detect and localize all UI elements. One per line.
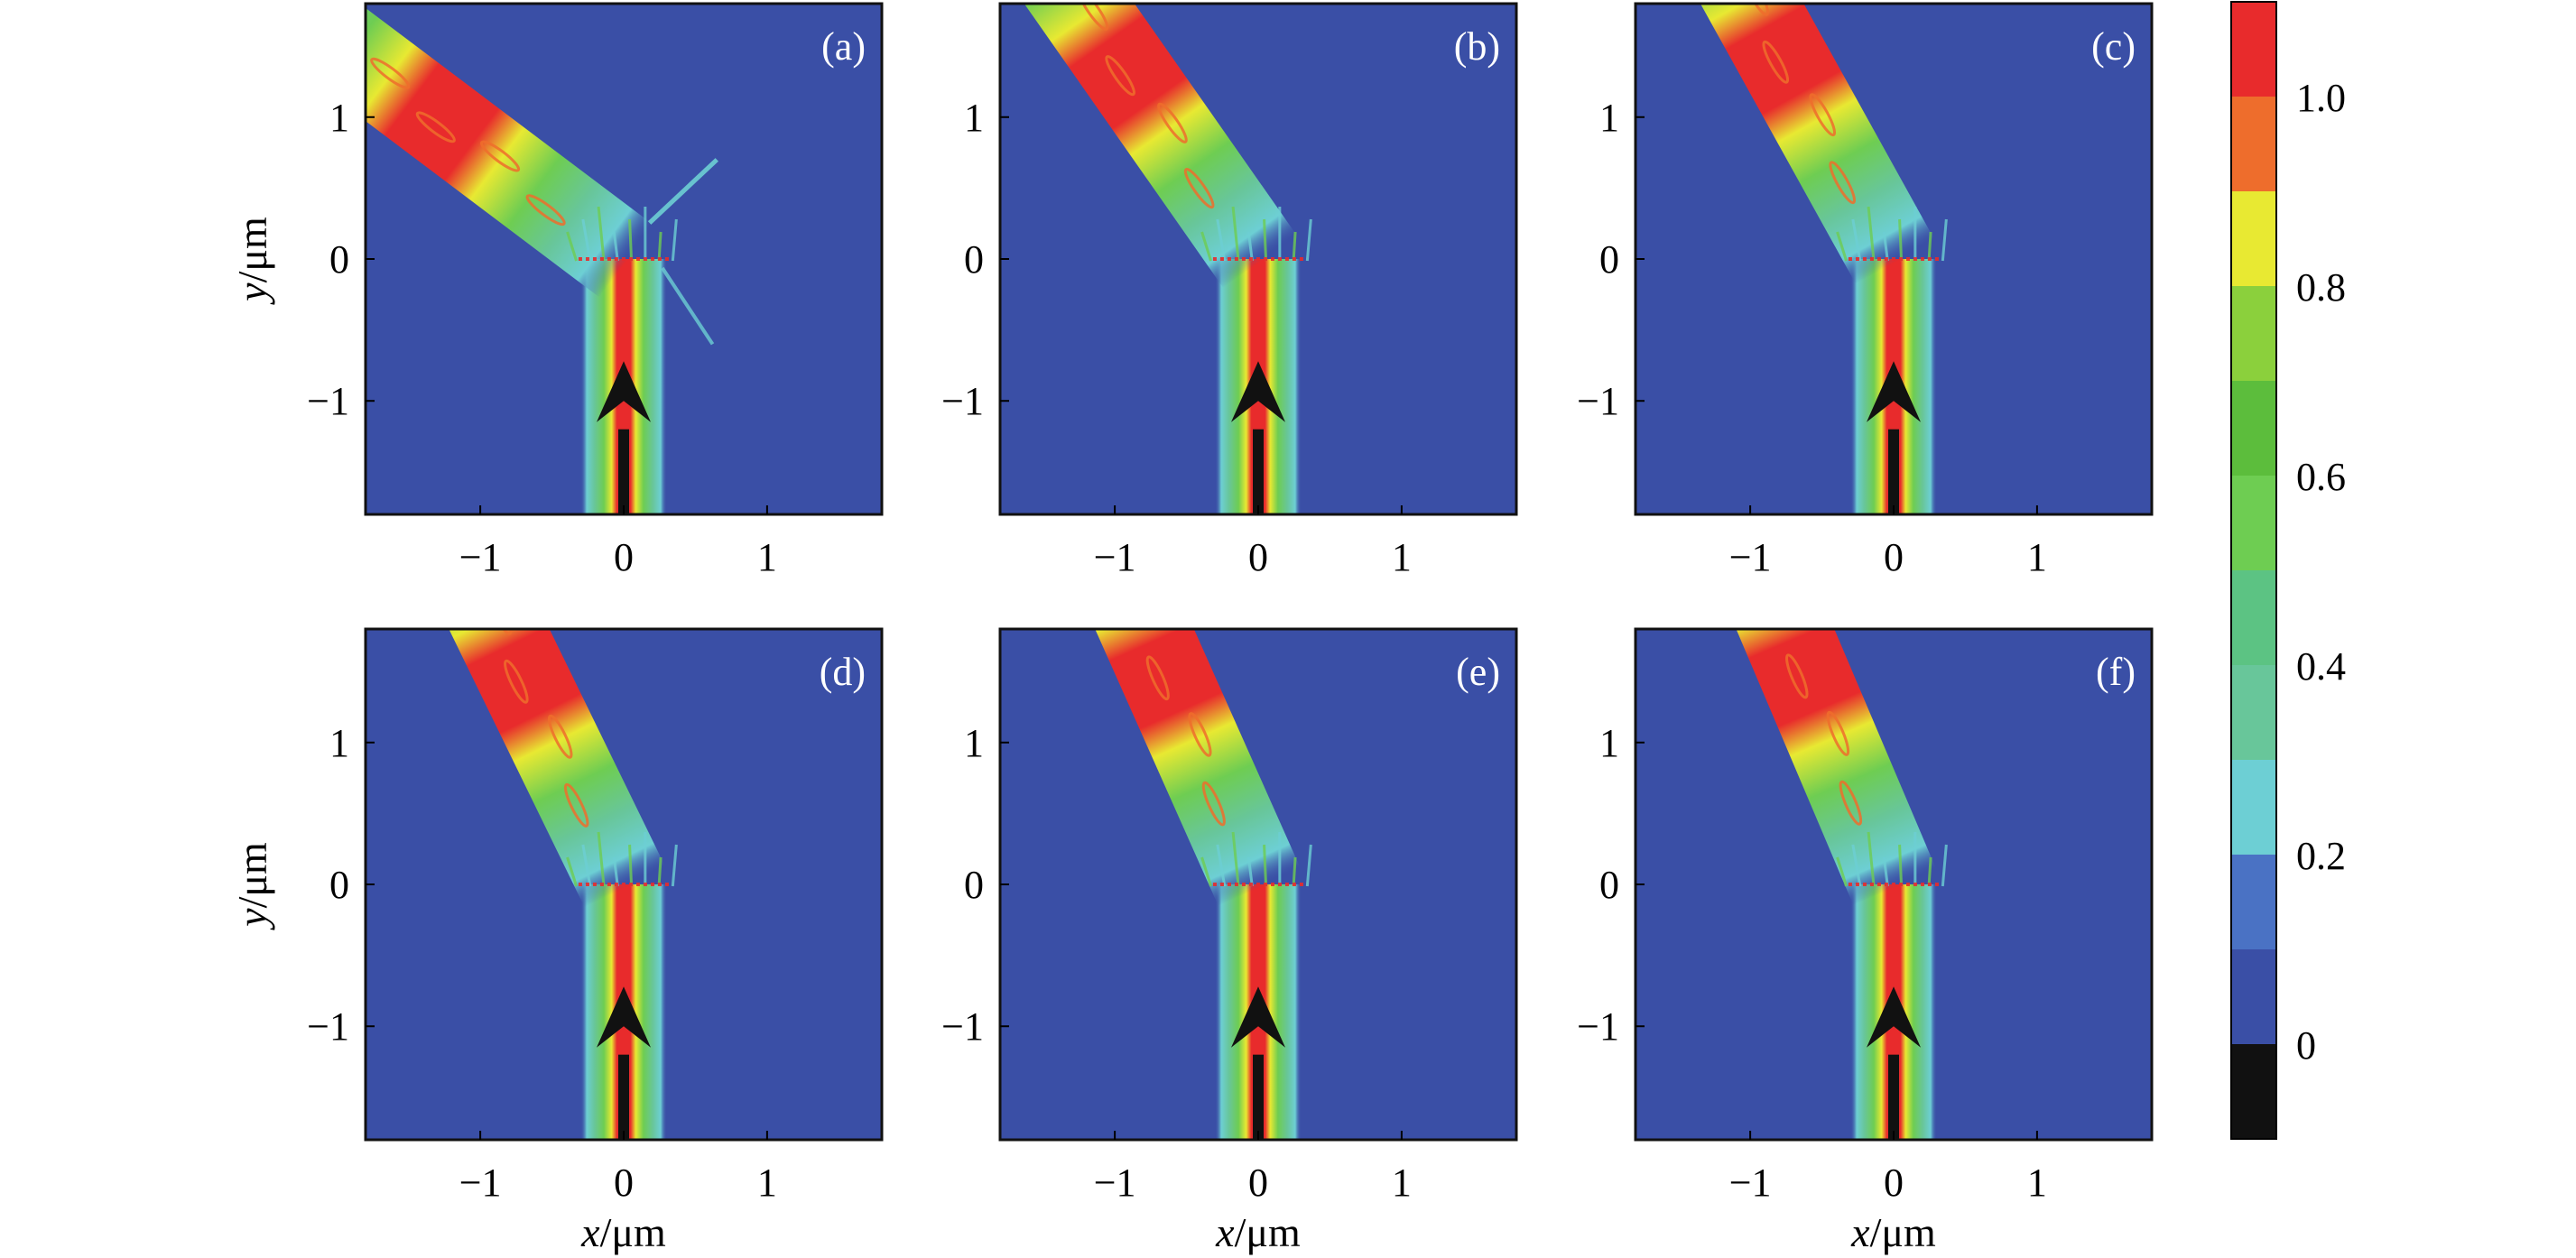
- interface-scatter: [1836, 206, 1948, 262]
- y-tick-label: −1: [941, 379, 984, 423]
- x-tick-label: 1: [757, 1161, 777, 1205]
- x-tick-label: −1: [1094, 535, 1136, 579]
- colorbar-frame: [2230, 1, 2277, 1140]
- panels: −1 0 1 −1 0 1 (a) y/μm −1 0 1 −1 0 1 (b) −1 0 1 −1 0 1 (c) −1 0…: [229, 2, 2154, 1255]
- interface-scatter: [1836, 831, 1948, 887]
- interface-scatter: [566, 831, 678, 887]
- panel-c: −1 0 1 −1 0 1 (c): [1577, 2, 2154, 579]
- x-tick-label: 0: [614, 1161, 634, 1205]
- x-tick-label: −1: [459, 1161, 502, 1205]
- propagation-arrow: [1867, 361, 1921, 514]
- colorbar-segment: [2231, 949, 2276, 1044]
- field-map: [1673, 629, 1948, 1140]
- colorbar-tick-label: 0.4: [2296, 644, 2346, 689]
- y-tick-label: 1: [329, 721, 349, 765]
- colorbar-segment: [2231, 97, 2276, 191]
- colorbar-segment: [2231, 570, 2276, 665]
- x-tick-label: −1: [1094, 1161, 1136, 1205]
- propagation-arrow: [597, 361, 651, 514]
- panel-b: −1 0 1 −1 0 1 (b): [941, 2, 1518, 579]
- y-tick-label: −1: [1577, 1004, 1619, 1049]
- y-axis-label: y/μm: [229, 842, 275, 930]
- x-tick-label: 1: [2027, 535, 2047, 579]
- colorbar-segment: [2231, 476, 2276, 570]
- colorbar-segment: [2231, 665, 2276, 760]
- y-tick-label: 0: [964, 237, 984, 282]
- side-lobe: [647, 158, 718, 346]
- y-tick-label: 1: [329, 96, 349, 140]
- x-tick-label: −1: [1729, 1161, 1772, 1205]
- panel-f: −1 0 1 −1 0 1 (f) x/μm: [1577, 627, 2154, 1255]
- refracted-beam: [1673, 629, 1937, 906]
- colorbar-segment: [2231, 2, 2276, 97]
- x-tick-label: 0: [1248, 1161, 1268, 1205]
- panel-d: −1 0 1 −1 0 1 (d) x/μm y/μm: [229, 627, 884, 1255]
- panel-label: (e): [1456, 650, 1500, 694]
- panel-e: −1 0 1 −1 0 1 (e) x/μm: [941, 627, 1518, 1255]
- panel-label: (f): [2096, 650, 2136, 694]
- propagation-arrow: [1231, 986, 1285, 1140]
- x-axis-label: x/μm: [580, 1209, 666, 1255]
- y-tick-label: −1: [1577, 379, 1619, 423]
- propagation-arrow: [1231, 361, 1285, 514]
- interface-scatter: [1200, 831, 1312, 887]
- x-tick-label: 1: [1392, 1161, 1412, 1205]
- panel-a: −1 0 1 −1 0 1 (a) y/μm: [229, 2, 884, 579]
- field-map: [1030, 629, 1312, 1140]
- colorbar-segment: [2231, 760, 2276, 855]
- colorbar-tick-label: 0.8: [2296, 265, 2346, 310]
- colorbar-segment: [2231, 286, 2276, 381]
- colorbar-segment: [2231, 855, 2276, 949]
- panel-label: (a): [821, 24, 866, 69]
- y-tick-label: 1: [1599, 96, 1619, 140]
- interface-scatter: [1200, 206, 1312, 262]
- colorbar-segment: [2231, 381, 2276, 476]
- x-axis-label: x/μm: [1215, 1209, 1301, 1255]
- propagation-arrow: [1867, 986, 1921, 1140]
- y-tick-label: 0: [1599, 863, 1619, 907]
- colorbar-segment: [2231, 191, 2276, 286]
- refracted-beam: [382, 629, 666, 908]
- y-tick-label: −1: [941, 1004, 984, 1049]
- panel-label: (d): [820, 650, 866, 694]
- x-tick-label: 0: [1248, 535, 1268, 579]
- y-tick-label: −1: [307, 379, 349, 423]
- colorbar: 0 0.2 0.4 0.6 0.8 1.0: [2230, 1, 2346, 1140]
- x-tick-label: 1: [1392, 535, 1412, 579]
- x-tick-label: 0: [614, 535, 634, 579]
- y-tick-label: 0: [329, 237, 349, 282]
- x-tick-label: −1: [459, 535, 502, 579]
- y-tick-label: −1: [307, 1004, 349, 1049]
- colorbar-segment: [2231, 1044, 2276, 1139]
- y-tick-label: 0: [964, 863, 984, 907]
- field-map: [366, 4, 718, 514]
- x-tick-label: 0: [1884, 535, 1904, 579]
- field-map: [1000, 4, 1312, 514]
- field-map: [382, 629, 678, 1140]
- colorbar-tick-label: 0.6: [2296, 455, 2346, 499]
- colorbar-tick-label: 1.0: [2296, 76, 2346, 120]
- y-tick-label: 1: [964, 721, 984, 765]
- x-tick-label: 1: [2027, 1161, 2047, 1205]
- y-tick-label: 0: [1599, 237, 1619, 282]
- colorbar-tick-label: 0: [2296, 1023, 2316, 1068]
- interface-scatter: [566, 206, 678, 262]
- y-tick-label: 1: [1599, 721, 1619, 765]
- propagation-arrow: [597, 986, 651, 1140]
- refracted-beam: [1000, 4, 1298, 288]
- x-tick-label: −1: [1729, 535, 1772, 579]
- x-tick-label: 1: [757, 535, 777, 579]
- refracted-beam: [366, 4, 654, 298]
- field-map: [1635, 4, 1948, 514]
- y-tick-label: 1: [964, 96, 984, 140]
- refracted-beam: [1635, 4, 1935, 284]
- x-axis-label: x/μm: [1850, 1209, 1936, 1255]
- x-tick-label: 0: [1884, 1161, 1904, 1205]
- panel-label: (c): [2091, 24, 2136, 69]
- y-tick-label: 0: [329, 863, 349, 907]
- y-axis-label: y/μm: [229, 217, 275, 305]
- colorbar-tick-label: 0.2: [2296, 834, 2346, 878]
- panel-label: (b): [1454, 24, 1500, 69]
